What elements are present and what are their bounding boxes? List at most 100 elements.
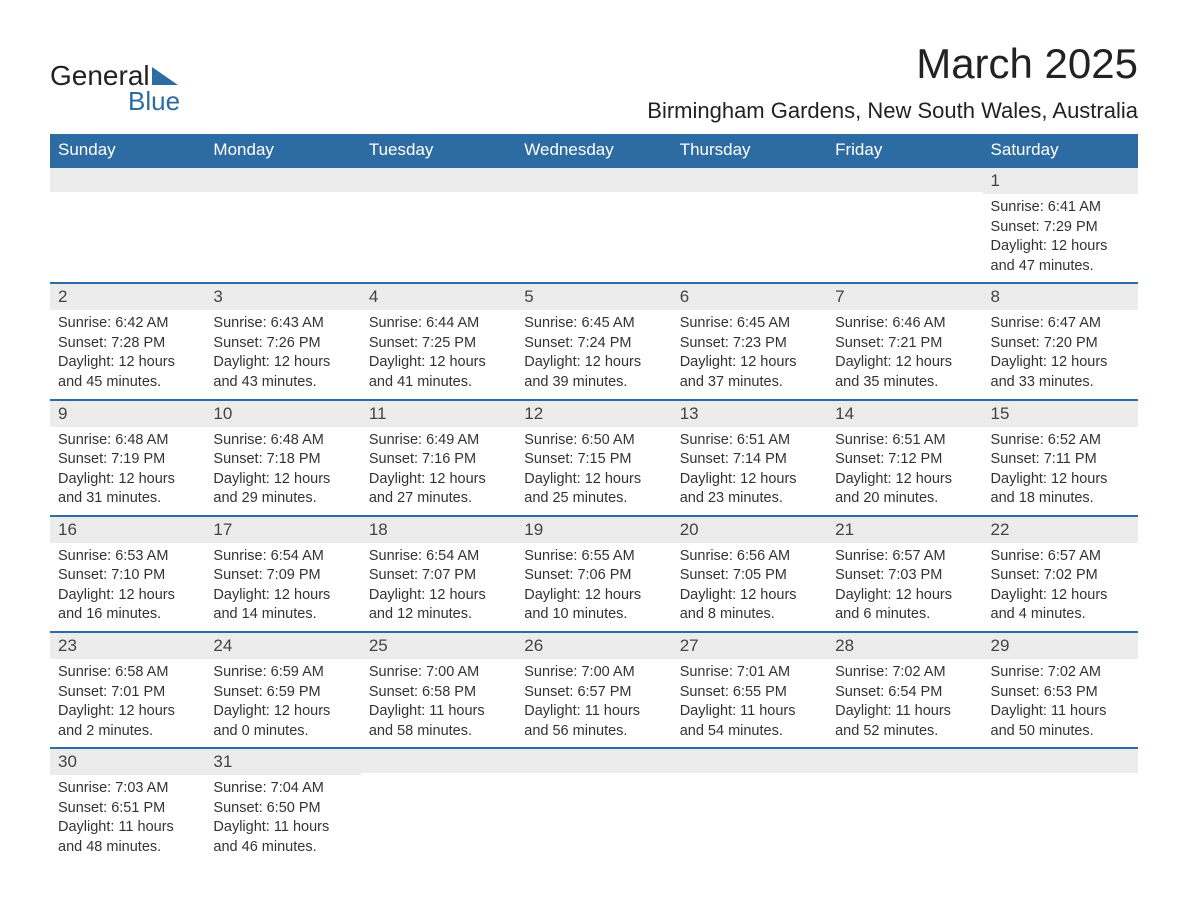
day-number: 18	[361, 517, 516, 543]
day-line: Sunset: 7:15 PM	[524, 450, 663, 470]
calendar-cell	[672, 167, 827, 283]
day-number: 21	[827, 517, 982, 543]
calendar-week-row: 2Sunrise: 6:42 AMSunset: 7:28 PMDaylight…	[50, 283, 1138, 399]
month-title: March 2025	[647, 40, 1138, 88]
day-content: Sunrise: 6:44 AMSunset: 7:25 PMDaylight:…	[361, 310, 516, 398]
day-line: Sunrise: 6:43 AM	[213, 314, 352, 334]
day-line: Sunset: 6:54 PM	[835, 683, 974, 703]
day-line: Daylight: 12 hours and 45 minutes.	[58, 353, 197, 392]
day-line: Daylight: 12 hours and 2 minutes.	[58, 702, 197, 741]
day-line: Daylight: 12 hours and 27 minutes.	[369, 470, 508, 509]
day-number: 12	[516, 401, 671, 427]
calendar-cell: 16Sunrise: 6:53 AMSunset: 7:10 PMDayligh…	[50, 516, 205, 632]
calendar-week-row: 1Sunrise: 6:41 AMSunset: 7:29 PMDaylight…	[50, 167, 1138, 283]
day-number: 7	[827, 284, 982, 310]
day-line: Daylight: 11 hours and 54 minutes.	[680, 702, 819, 741]
day-line: Daylight: 12 hours and 18 minutes.	[991, 470, 1130, 509]
day-number	[205, 168, 360, 192]
day-line: Sunset: 7:02 PM	[991, 566, 1130, 586]
day-content: Sunrise: 6:42 AMSunset: 7:28 PMDaylight:…	[50, 310, 205, 398]
day-line: Daylight: 12 hours and 0 minutes.	[213, 702, 352, 741]
day-content	[827, 773, 982, 843]
calendar-cell: 3Sunrise: 6:43 AMSunset: 7:26 PMDaylight…	[205, 283, 360, 399]
day-content: Sunrise: 6:48 AMSunset: 7:18 PMDaylight:…	[205, 427, 360, 515]
day-number: 26	[516, 633, 671, 659]
day-number	[827, 168, 982, 192]
day-content: Sunrise: 6:53 AMSunset: 7:10 PMDaylight:…	[50, 543, 205, 631]
day-content: Sunrise: 6:54 AMSunset: 7:09 PMDaylight:…	[205, 543, 360, 631]
day-line: Daylight: 11 hours and 46 minutes.	[213, 818, 352, 857]
title-block: March 2025 Birmingham Gardens, New South…	[647, 40, 1138, 124]
day-number	[827, 749, 982, 773]
day-content: Sunrise: 7:00 AMSunset: 6:58 PMDaylight:…	[361, 659, 516, 747]
day-content: Sunrise: 7:04 AMSunset: 6:50 PMDaylight:…	[205, 775, 360, 863]
calendar-cell: 2Sunrise: 6:42 AMSunset: 7:28 PMDaylight…	[50, 283, 205, 399]
day-line: Sunset: 7:06 PM	[524, 566, 663, 586]
day-content: Sunrise: 7:00 AMSunset: 6:57 PMDaylight:…	[516, 659, 671, 747]
column-header: Tuesday	[361, 134, 516, 167]
calendar-cell: 27Sunrise: 7:01 AMSunset: 6:55 PMDayligh…	[672, 632, 827, 748]
day-line: Daylight: 12 hours and 14 minutes.	[213, 586, 352, 625]
calendar-cell: 4Sunrise: 6:44 AMSunset: 7:25 PMDaylight…	[361, 283, 516, 399]
calendar-cell: 12Sunrise: 6:50 AMSunset: 7:15 PMDayligh…	[516, 400, 671, 516]
column-header: Thursday	[672, 134, 827, 167]
day-content	[205, 192, 360, 262]
calendar-week-row: 30Sunrise: 7:03 AMSunset: 6:51 PMDayligh…	[50, 748, 1138, 863]
day-content: Sunrise: 6:57 AMSunset: 7:02 PMDaylight:…	[983, 543, 1138, 631]
day-number: 20	[672, 517, 827, 543]
day-line: Sunrise: 6:56 AM	[680, 547, 819, 567]
day-line: Sunrise: 6:46 AM	[835, 314, 974, 334]
calendar-cell	[516, 167, 671, 283]
day-line: Sunrise: 6:54 AM	[213, 547, 352, 567]
day-line: Sunset: 6:59 PM	[213, 683, 352, 703]
day-line: Sunset: 7:28 PM	[58, 334, 197, 354]
day-line: Sunrise: 7:04 AM	[213, 779, 352, 799]
day-content	[50, 192, 205, 262]
day-content	[983, 773, 1138, 843]
logo: General Blue	[50, 60, 180, 117]
day-line: Sunrise: 6:52 AM	[991, 431, 1130, 451]
calendar-head: SundayMondayTuesdayWednesdayThursdayFrid…	[50, 134, 1138, 167]
day-content: Sunrise: 6:48 AMSunset: 7:19 PMDaylight:…	[50, 427, 205, 515]
day-number: 30	[50, 749, 205, 775]
day-line: Sunset: 7:03 PM	[835, 566, 974, 586]
day-line: Daylight: 12 hours and 35 minutes.	[835, 353, 974, 392]
day-line: Daylight: 12 hours and 20 minutes.	[835, 470, 974, 509]
day-line: Sunrise: 6:57 AM	[991, 547, 1130, 567]
day-line: Daylight: 12 hours and 23 minutes.	[680, 470, 819, 509]
day-content: Sunrise: 7:01 AMSunset: 6:55 PMDaylight:…	[672, 659, 827, 747]
day-number	[516, 168, 671, 192]
day-line: Daylight: 11 hours and 48 minutes.	[58, 818, 197, 857]
day-content: Sunrise: 6:55 AMSunset: 7:06 PMDaylight:…	[516, 543, 671, 631]
calendar-cell	[827, 167, 982, 283]
day-content: Sunrise: 6:59 AMSunset: 6:59 PMDaylight:…	[205, 659, 360, 747]
day-line: Sunrise: 7:02 AM	[835, 663, 974, 683]
calendar-cell: 7Sunrise: 6:46 AMSunset: 7:21 PMDaylight…	[827, 283, 982, 399]
day-line: Sunset: 7:09 PM	[213, 566, 352, 586]
day-content: Sunrise: 6:58 AMSunset: 7:01 PMDaylight:…	[50, 659, 205, 747]
day-number: 13	[672, 401, 827, 427]
day-line: Sunrise: 6:45 AM	[680, 314, 819, 334]
calendar-cell: 22Sunrise: 6:57 AMSunset: 7:02 PMDayligh…	[983, 516, 1138, 632]
day-line: Sunset: 7:10 PM	[58, 566, 197, 586]
day-line: Daylight: 12 hours and 10 minutes.	[524, 586, 663, 625]
day-content: Sunrise: 6:43 AMSunset: 7:26 PMDaylight:…	[205, 310, 360, 398]
day-line: Sunrise: 6:47 AM	[991, 314, 1130, 334]
day-line: Sunrise: 6:51 AM	[680, 431, 819, 451]
day-content	[672, 192, 827, 262]
day-content: Sunrise: 6:51 AMSunset: 7:14 PMDaylight:…	[672, 427, 827, 515]
day-content: Sunrise: 6:45 AMSunset: 7:24 PMDaylight:…	[516, 310, 671, 398]
day-content: Sunrise: 6:52 AMSunset: 7:11 PMDaylight:…	[983, 427, 1138, 515]
day-line: Daylight: 12 hours and 41 minutes.	[369, 353, 508, 392]
day-number: 10	[205, 401, 360, 427]
day-line: Sunrise: 6:50 AM	[524, 431, 663, 451]
day-line: Sunset: 7:11 PM	[991, 450, 1130, 470]
day-line: Sunrise: 6:48 AM	[58, 431, 197, 451]
day-content	[516, 192, 671, 262]
day-line: Sunrise: 6:54 AM	[369, 547, 508, 567]
day-number: 4	[361, 284, 516, 310]
day-number: 15	[983, 401, 1138, 427]
day-line: Daylight: 11 hours and 56 minutes.	[524, 702, 663, 741]
calendar-week-row: 9Sunrise: 6:48 AMSunset: 7:19 PMDaylight…	[50, 400, 1138, 516]
calendar-cell: 15Sunrise: 6:52 AMSunset: 7:11 PMDayligh…	[983, 400, 1138, 516]
